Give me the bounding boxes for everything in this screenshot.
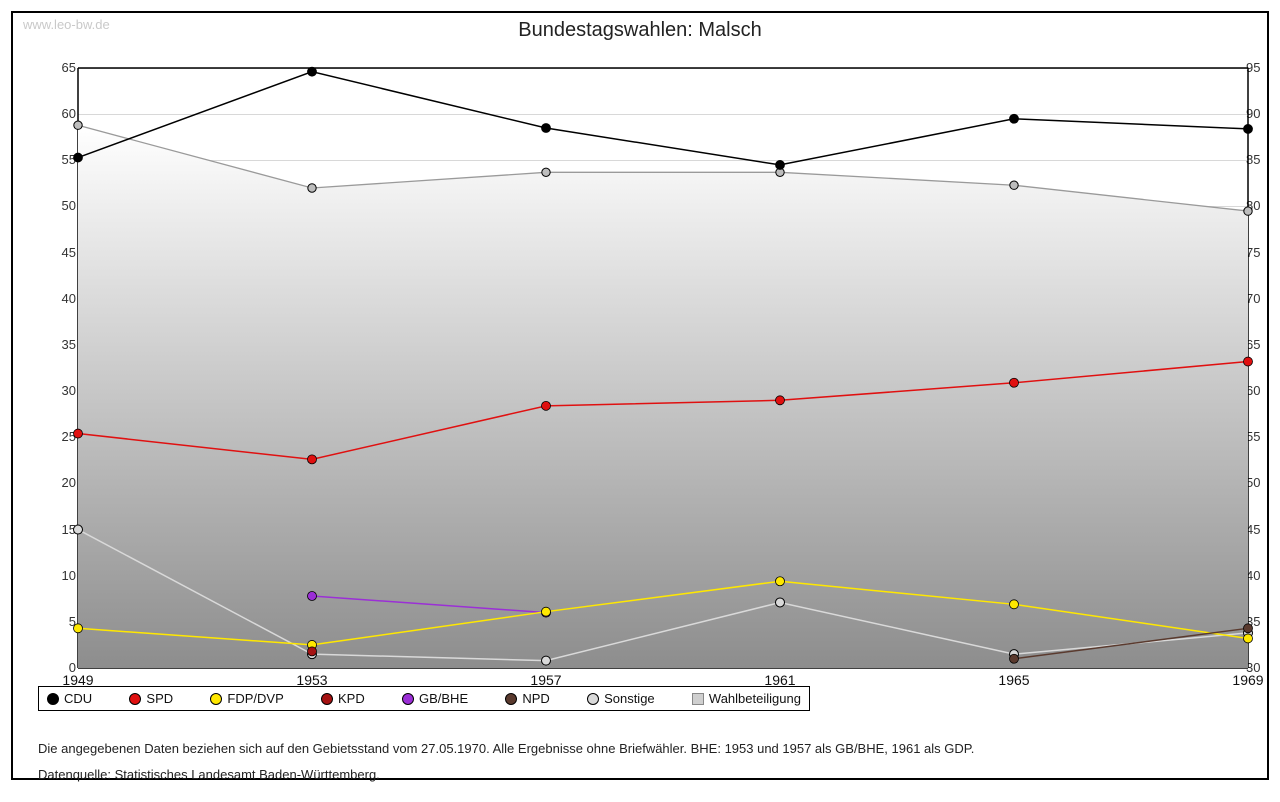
y-tick-left-65: 65 (36, 60, 76, 75)
datapoint-wahlbeteiligung[interactable] (308, 184, 316, 192)
datapoint-fdp-dvp[interactable] (776, 577, 785, 586)
y-tick-right-85: 85 (1246, 152, 1280, 167)
datapoint-spd[interactable] (74, 429, 83, 438)
y-tick-left-35: 35 (36, 337, 76, 352)
y-tick-right-50: 50 (1246, 475, 1280, 490)
legend-item-wahlbeteiligung[interactable]: Wahlbeteiligung (692, 691, 801, 706)
y-tick-right-60: 60 (1246, 383, 1280, 398)
y-tick-right-95: 95 (1246, 60, 1280, 75)
datapoint-fdp-dvp[interactable] (74, 624, 83, 633)
datapoint-npd[interactable] (1244, 624, 1253, 633)
y-tick-left-40: 40 (36, 291, 76, 306)
legend-marker-gb-bhe (402, 693, 414, 705)
datapoint-wahlbeteiligung[interactable] (1010, 181, 1018, 189)
datapoint-wahlbeteiligung[interactable] (542, 168, 550, 176)
datapoint-fdp-dvp[interactable] (1010, 600, 1019, 609)
y-tick-left-55: 55 (36, 152, 76, 167)
legend-marker-fdp-dvp (210, 693, 222, 705)
wahlbeteiligung-area (78, 125, 1248, 668)
legend-marker-npd (505, 693, 517, 705)
datapoint-kpd[interactable] (308, 647, 317, 656)
y-tick-right-70: 70 (1246, 291, 1280, 306)
datapoint-sonstige[interactable] (542, 656, 551, 665)
footnote-1: Die angegebenen Daten beziehen sich auf … (38, 736, 974, 762)
chart-svg (78, 68, 1248, 668)
datapoint-spd[interactable] (542, 401, 551, 410)
plot-area: gültige Stimmen in % Wahlbeteiligung in … (78, 68, 1248, 668)
legend-label-spd: SPD (146, 691, 173, 706)
datapoint-sonstige[interactable] (776, 598, 785, 607)
y-tick-left-60: 60 (36, 106, 76, 121)
legend-marker-sonstige (587, 693, 599, 705)
y-tick-left-20: 20 (36, 475, 76, 490)
datapoint-cdu[interactable] (1010, 114, 1019, 123)
datapoint-cdu[interactable] (308, 67, 317, 76)
datapoint-cdu[interactable] (542, 124, 551, 133)
datapoint-sonstige[interactable] (74, 525, 83, 534)
y-tick-right-75: 75 (1246, 245, 1280, 260)
legend-label-fdp-dvp: FDP/DVP (227, 691, 283, 706)
y-tick-right-40: 40 (1246, 568, 1280, 583)
y-tick-left-25: 25 (36, 429, 76, 444)
datapoint-cdu[interactable] (74, 153, 83, 162)
x-tick-1965: 1965 (998, 672, 1029, 688)
datapoint-cdu[interactable] (1244, 124, 1253, 133)
y-tick-left-30: 30 (36, 383, 76, 398)
y-tick-left-15: 15 (36, 522, 76, 537)
y-tick-left-45: 45 (36, 245, 76, 260)
y-tick-right-45: 45 (1246, 522, 1280, 537)
datapoint-npd[interactable] (1010, 654, 1019, 663)
chart-footnotes: Die angegebenen Daten beziehen sich auf … (38, 736, 974, 788)
y-tick-right-65: 65 (1246, 337, 1280, 352)
datapoint-wahlbeteiligung[interactable] (74, 121, 82, 129)
legend-label-cdu: CDU (64, 691, 92, 706)
y-tick-left-5: 5 (36, 614, 76, 629)
datapoint-spd[interactable] (308, 455, 317, 464)
datapoint-wahlbeteiligung[interactable] (1244, 207, 1252, 215)
datapoint-fdp-dvp[interactable] (1244, 634, 1253, 643)
legend-item-fdp-dvp[interactable]: FDP/DVP (210, 691, 283, 706)
datapoint-spd[interactable] (776, 396, 785, 405)
y-tick-right-55: 55 (1246, 429, 1280, 444)
footnote-2: Datenquelle: Statistisches Landesamt Bad… (38, 762, 974, 788)
legend-marker-kpd (321, 693, 333, 705)
x-tick-1969: 1969 (1232, 672, 1263, 688)
legend-item-cdu[interactable]: CDU (47, 691, 92, 706)
datapoint-spd[interactable] (1010, 378, 1019, 387)
legend-label-kpd: KPD (338, 691, 365, 706)
legend-label-gb-bhe: GB/BHE (419, 691, 468, 706)
legend-item-npd[interactable]: NPD (505, 691, 549, 706)
legend-label-wahlbeteiligung: Wahlbeteiligung (709, 691, 801, 706)
chart-legend: CDU SPD FDP/DVP KPD GB/BHE NPD Sonstige Wahlbet… (38, 686, 810, 711)
legend-label-npd: NPD (522, 691, 549, 706)
legend-item-spd[interactable]: SPD (129, 691, 173, 706)
chart-title: Bundestagswahlen: Malsch (13, 19, 1267, 42)
datapoint-gb-bhe[interactable] (308, 592, 317, 601)
y-tick-right-90: 90 (1246, 106, 1280, 121)
y-tick-left-10: 10 (36, 568, 76, 583)
chart-window: www.leo-bw.de Bundestagswahlen: Malsch g… (11, 11, 1269, 780)
legend-marker-spd (129, 693, 141, 705)
line-cdu (78, 72, 1248, 165)
y-tick-left-50: 50 (36, 198, 76, 213)
datapoint-spd[interactable] (1244, 357, 1253, 366)
legend-item-sonstige[interactable]: Sonstige (587, 691, 655, 706)
legend-marker-wahlbeteiligung (692, 693, 704, 705)
legend-label-sonstige: Sonstige (604, 691, 655, 706)
legend-item-kpd[interactable]: KPD (321, 691, 365, 706)
legend-item-gb-bhe[interactable]: GB/BHE (402, 691, 468, 706)
datapoint-fdp-dvp[interactable] (542, 607, 551, 616)
legend-marker-cdu (47, 693, 59, 705)
datapoint-cdu[interactable] (776, 160, 785, 169)
